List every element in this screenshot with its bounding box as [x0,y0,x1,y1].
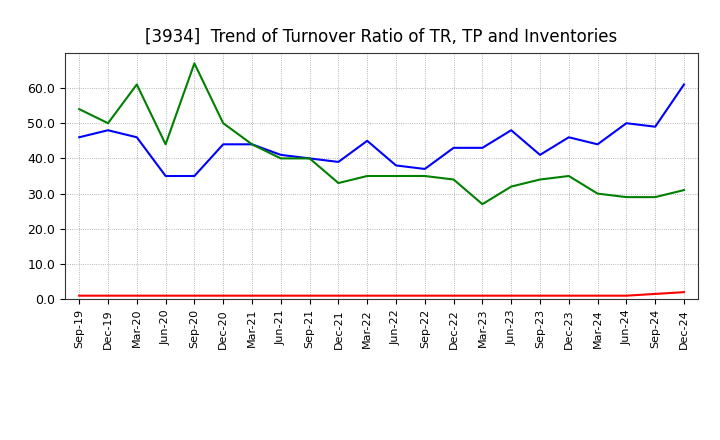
Inventories [305,156,314,161]
Trade Receivables [276,293,285,298]
Trade Receivables [161,293,170,298]
Inventories [276,156,285,161]
Trade Payables [305,156,314,161]
Inventories [190,61,199,66]
Trade Payables [363,138,372,143]
Trade Payables [680,82,688,87]
Trade Payables [75,135,84,140]
Trade Payables [449,145,458,150]
Trade Receivables [478,293,487,298]
Inventories [536,177,544,182]
Trade Payables [593,142,602,147]
Trade Payables [564,135,573,140]
Trade Payables [536,152,544,158]
Trade Receivables [420,293,429,298]
Trade Receivables [651,291,660,297]
Inventories [564,173,573,179]
Trade Receivables [507,293,516,298]
Trade Payables [334,159,343,165]
Line: Trade Receivables: Trade Receivables [79,292,684,296]
Trade Receivables [305,293,314,298]
Trade Payables [248,142,256,147]
Inventories [248,142,256,147]
Inventories [75,106,84,112]
Inventories [219,121,228,126]
Inventories [161,142,170,147]
Inventories [680,187,688,193]
Inventories [449,177,458,182]
Trade Receivables [449,293,458,298]
Inventories [104,121,112,126]
Inventories [392,173,400,179]
Inventories [363,173,372,179]
Trade Receivables [248,293,256,298]
Trade Payables [478,145,487,150]
Trade Payables [161,173,170,179]
Trade Payables [132,135,141,140]
Trade Payables [507,128,516,133]
Trade Receivables [392,293,400,298]
Trade Payables [651,124,660,129]
Trade Payables [219,142,228,147]
Inventories [651,194,660,200]
Trade Receivables [75,293,84,298]
Trade Receivables [564,293,573,298]
Trade Payables [104,128,112,133]
Trade Receivables [190,293,199,298]
Trade Receivables [363,293,372,298]
Trade Payables [190,173,199,179]
Trade Payables [392,163,400,168]
Trade Receivables [132,293,141,298]
Trade Payables [622,121,631,126]
Line: Inventories: Inventories [79,63,684,204]
Trade Payables [420,166,429,172]
Inventories [420,173,429,179]
Inventories [507,184,516,189]
Inventories [334,180,343,186]
Trade Receivables [536,293,544,298]
Trade Receivables [622,293,631,298]
Trade Receivables [334,293,343,298]
Trade Receivables [219,293,228,298]
Inventories [478,202,487,207]
Inventories [622,194,631,200]
Trade Receivables [593,293,602,298]
Inventories [593,191,602,196]
Trade Receivables [680,290,688,295]
Line: Trade Payables: Trade Payables [79,84,684,176]
Trade Payables [276,152,285,158]
Trade Receivables [104,293,112,298]
Title: [3934]  Trend of Turnover Ratio of TR, TP and Inventories: [3934] Trend of Turnover Ratio of TR, TP… [145,28,618,46]
Inventories [132,82,141,87]
